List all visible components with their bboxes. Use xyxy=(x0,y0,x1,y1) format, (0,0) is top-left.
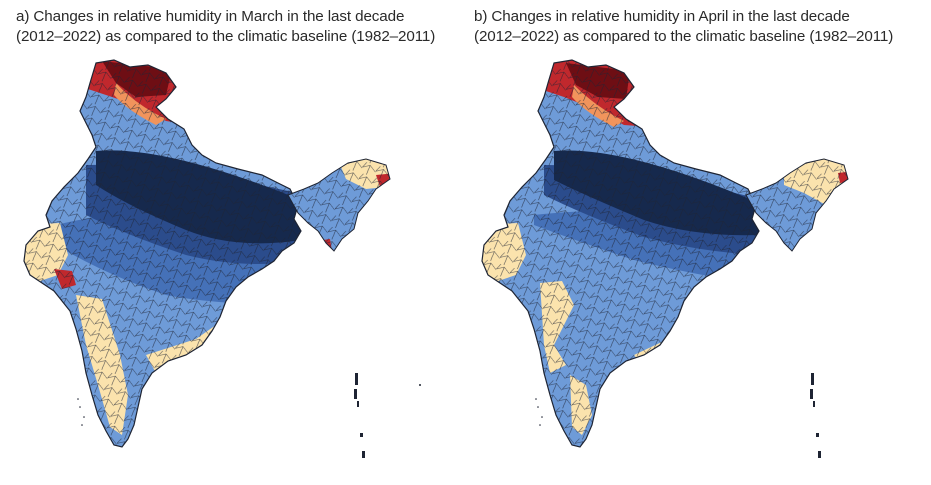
andaman-nicobar-islands xyxy=(354,373,421,458)
panel-title-line2: (2012–2022) as compared to the climatic … xyxy=(474,28,894,45)
map-panel-march: a) Changes in relative humidity in March… xyxy=(16,0,474,485)
map-fill-main xyxy=(24,60,301,447)
india-humidity-map-april xyxy=(481,59,849,458)
india-humidity-map-march xyxy=(23,59,421,458)
andaman-nicobar-islands xyxy=(810,373,821,458)
panel-title-line1: b) Changes in relative humidity in April… xyxy=(474,8,850,25)
panel-title-march: a) Changes in relative humidity in March… xyxy=(16,7,476,47)
lakshadweep-islands xyxy=(77,398,85,426)
panel-title-line1: a) Changes in relative humidity in March… xyxy=(16,8,405,25)
map-panel-april: b) Changes in relative humidity in April… xyxy=(474,0,931,485)
lakshadweep-islands xyxy=(535,398,543,426)
panel-title-april: b) Changes in relative humidity in April… xyxy=(474,7,931,47)
map-fill-main xyxy=(482,60,759,447)
district-boundaries xyxy=(24,60,301,447)
panel-title-line2: (2012–2022) as compared to the climatic … xyxy=(16,28,436,45)
district-boundaries xyxy=(482,60,759,447)
